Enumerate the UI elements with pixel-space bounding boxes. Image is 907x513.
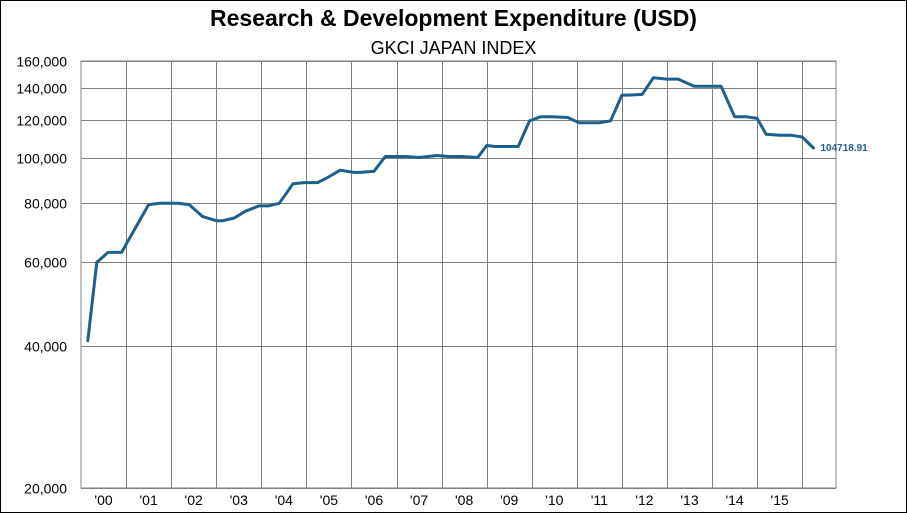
x-tick-label: '08	[455, 492, 473, 508]
x-tick-label: '11	[591, 492, 608, 508]
y-tick-label: 60,000	[24, 255, 67, 271]
y-tick-label: 100,000	[16, 151, 67, 167]
x-tick-label: '15	[771, 492, 789, 508]
x-tick-label: '02	[185, 492, 203, 508]
x-tick-label: '09	[500, 492, 518, 508]
x-tick-label: '12	[635, 492, 653, 508]
x-tick-label: '10	[545, 492, 563, 508]
series-line	[86, 76, 815, 343]
y-tick-label: 140,000	[16, 81, 67, 97]
x-tick-label: '14	[725, 492, 743, 508]
y-tick-label: 120,000	[16, 113, 67, 129]
x-tick-label: '03	[230, 492, 248, 508]
chart-title: Research & Development Expenditure (USD)	[210, 5, 697, 31]
x-tick-label: '06	[365, 492, 383, 508]
x-tick-label: '13	[680, 492, 698, 508]
x-tick-label: '05	[320, 492, 338, 508]
y-tick-label: 160,000	[16, 54, 67, 70]
y-tick-label: 20,000	[24, 481, 67, 497]
chart-subtitle: GKCI JAPAN INDEX	[370, 38, 537, 58]
x-tick-label: '07	[410, 492, 428, 508]
end-value-label: 104718.91	[820, 143, 868, 154]
x-tick-label: '04	[275, 492, 293, 508]
x-tick-label: '00	[94, 492, 112, 508]
plot-border	[80, 60, 837, 489]
y-tick-label: 80,000	[24, 196, 67, 212]
y-tick-label: 40,000	[24, 339, 67, 355]
x-tick-label: '01	[139, 492, 157, 508]
